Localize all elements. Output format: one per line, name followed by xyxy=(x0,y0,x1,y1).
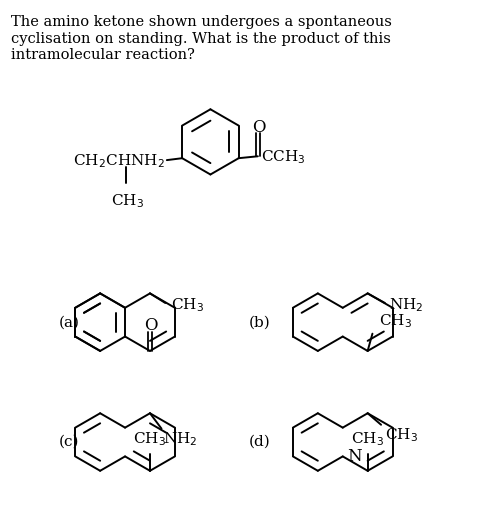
Text: CCH$_3$: CCH$_3$ xyxy=(260,148,305,166)
Text: (b): (b) xyxy=(248,315,270,329)
Text: CH$_3$: CH$_3$ xyxy=(384,426,417,444)
Text: (a): (a) xyxy=(59,315,80,329)
Text: CH$_2$CHNH$_2$: CH$_2$CHNH$_2$ xyxy=(73,152,165,170)
Text: NH$_2$: NH$_2$ xyxy=(388,296,422,314)
Text: NH$_2$: NH$_2$ xyxy=(163,431,197,448)
Text: (d): (d) xyxy=(248,435,270,449)
Text: CH$_3$: CH$_3$ xyxy=(111,193,144,210)
Text: The amino ketone shown undergoes a spontaneous
cyclisation on standing. What is : The amino ketone shown undergoes a spont… xyxy=(11,15,391,62)
Text: CH$_3$: CH$_3$ xyxy=(378,312,411,330)
Text: CH$_3$: CH$_3$ xyxy=(171,296,204,314)
Text: O: O xyxy=(144,317,157,334)
Text: CH$_3$: CH$_3$ xyxy=(350,430,384,448)
Text: O: O xyxy=(252,119,265,136)
Text: N: N xyxy=(347,448,361,465)
Text: (c): (c) xyxy=(59,435,79,449)
Text: CH$_3$: CH$_3$ xyxy=(133,430,166,448)
